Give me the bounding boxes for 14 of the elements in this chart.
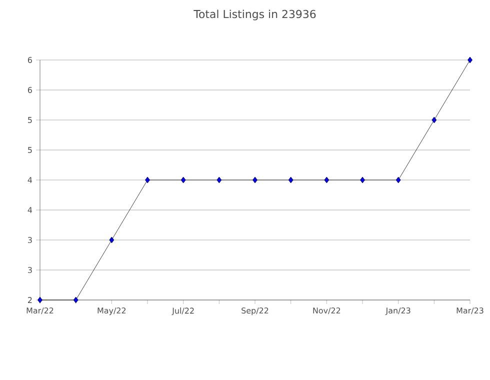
point [109, 236, 114, 244]
point [432, 116, 437, 124]
point [288, 176, 294, 184]
chart-title: Total Listings in 23936 [194, 10, 316, 20]
point [396, 176, 401, 184]
point [73, 296, 78, 304]
point [38, 296, 42, 304]
point [360, 176, 365, 184]
point [252, 176, 258, 184]
point [324, 176, 330, 184]
point [216, 176, 222, 184]
point [180, 176, 186, 184]
point [468, 56, 472, 64]
point [145, 176, 150, 184]
